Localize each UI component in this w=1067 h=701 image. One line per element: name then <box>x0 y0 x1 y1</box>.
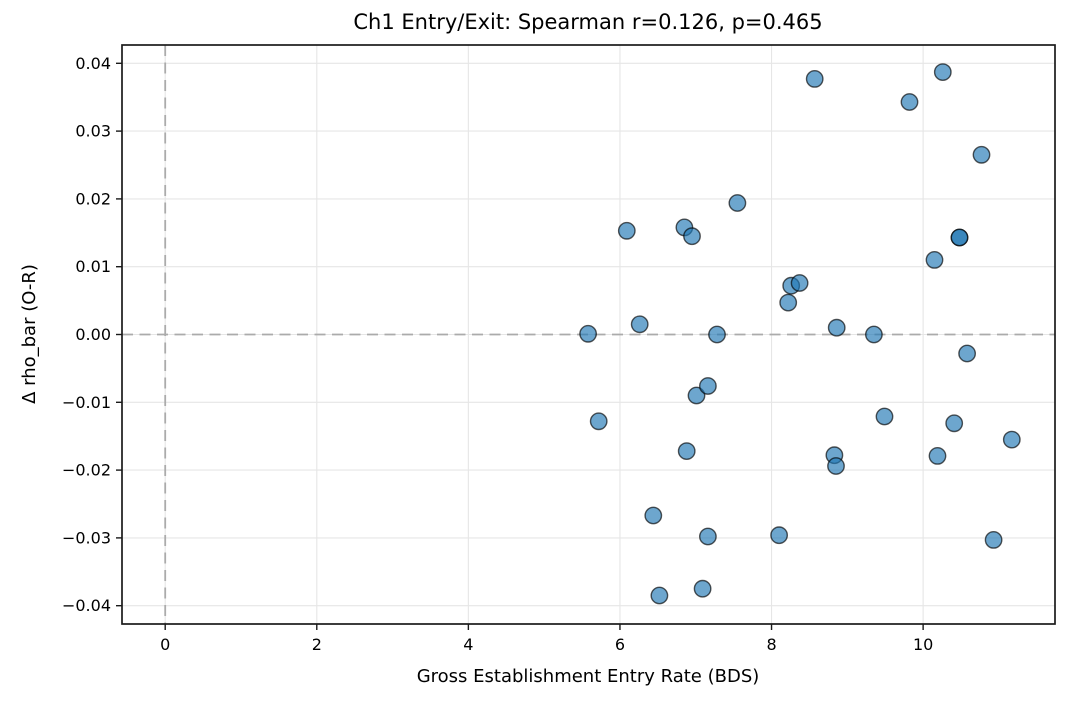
scatter-point <box>779 293 798 312</box>
x-tick-label: 2 <box>312 635 322 654</box>
x-tick-label: 10 <box>913 635 933 654</box>
scatter-point <box>865 325 883 344</box>
scatter-point <box>900 93 919 111</box>
scatter-point <box>875 407 894 426</box>
y-tick-label: 0.03 <box>75 122 111 141</box>
y-tick-label: −0.04 <box>62 596 111 615</box>
scatter-point <box>699 377 717 395</box>
scatter-point <box>945 414 964 433</box>
scatter-point <box>589 412 608 431</box>
scatter-point <box>630 315 649 334</box>
y-tick-label: −0.01 <box>62 393 111 412</box>
scatter-point <box>790 274 809 292</box>
scatter-point <box>928 446 947 465</box>
scatter-point <box>950 228 969 247</box>
x-tick-label: 4 <box>463 635 473 654</box>
y-tick-label: −0.02 <box>62 461 111 480</box>
scatter-point <box>579 324 597 343</box>
x-axis-label: Gross Establishment Entry Rate (BDS) <box>417 666 760 687</box>
scatter-point <box>617 221 636 240</box>
scatter-point <box>650 586 669 605</box>
ticks-layer: 0 2 4 6 8 10 −0.04 −0.03 −0.02 −0.01 0.00 0.01 0.02 0… <box>62 54 933 654</box>
scatter-point <box>770 526 788 545</box>
y-tick-label: 0.00 <box>75 325 111 344</box>
scatter-point <box>687 386 706 405</box>
y-tick-label: 0.02 <box>75 189 111 208</box>
scatter-points-layer <box>579 63 1021 605</box>
chart-title: Ch1 Entry/Exit: Spearman r=0.126, p=0.46… <box>353 10 822 34</box>
scatter-point <box>933 63 952 81</box>
scatter-point <box>699 527 717 546</box>
y-axis-label: Δ rho_bar (O-R) <box>19 264 40 404</box>
x-tick-label: 8 <box>766 635 776 654</box>
x-tick-label: 0 <box>160 635 170 654</box>
x-tick-label: 6 <box>615 635 625 654</box>
scatter-point <box>708 325 726 344</box>
scatter-point <box>805 70 824 88</box>
reference-lines-layer <box>122 45 1055 624</box>
scatter-point <box>1002 430 1021 449</box>
scatter-point <box>984 531 1003 549</box>
y-tick-label: 0.01 <box>75 257 111 276</box>
scatter-point <box>827 457 845 475</box>
scatter-point <box>925 250 944 269</box>
scatter-point <box>677 442 696 460</box>
scatter-point <box>693 579 712 598</box>
scatter-point <box>683 227 701 246</box>
y-tick-label: 0.04 <box>75 54 111 73</box>
scatter-point <box>958 344 976 363</box>
scatter-point <box>644 506 663 525</box>
scatter-point <box>972 145 991 164</box>
scatter-point <box>728 194 747 212</box>
y-tick-label: −0.03 <box>62 528 111 547</box>
grid-layer <box>122 45 1055 624</box>
scatter-point <box>827 318 846 337</box>
